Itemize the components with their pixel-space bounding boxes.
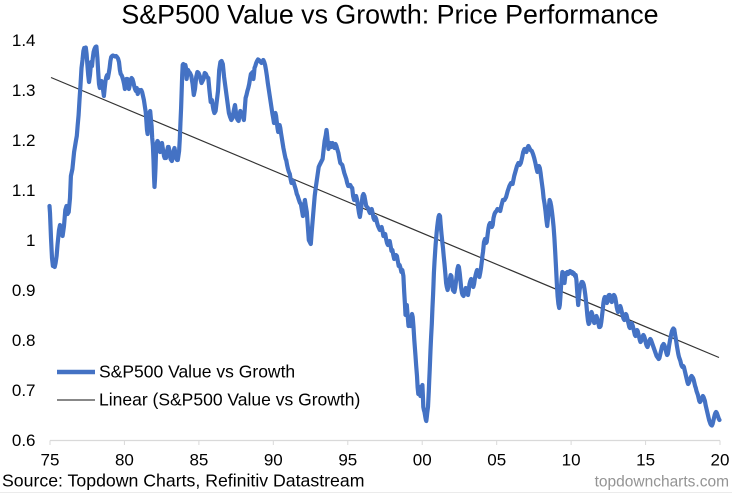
svg-text:S&P500 Value vs Growth: S&P500 Value vs Growth bbox=[99, 362, 295, 382]
svg-text:1.4: 1.4 bbox=[12, 31, 36, 50]
svg-text:1.1: 1.1 bbox=[12, 181, 36, 200]
svg-text:1.3: 1.3 bbox=[12, 81, 36, 100]
svg-text:95: 95 bbox=[338, 451, 357, 470]
svg-text:topdowncharts.com: topdowncharts.com bbox=[595, 474, 729, 491]
svg-text:1.2: 1.2 bbox=[12, 131, 36, 150]
svg-text:S&P500 Value vs Growth: Price: S&P500 Value vs Growth: Price Performanc… bbox=[121, 0, 658, 30]
svg-text:00: 00 bbox=[413, 451, 432, 470]
svg-text:90: 90 bbox=[264, 451, 283, 470]
svg-text:85: 85 bbox=[189, 451, 208, 470]
svg-text:0.9: 0.9 bbox=[12, 281, 36, 300]
svg-text:05: 05 bbox=[487, 451, 506, 470]
svg-text:20: 20 bbox=[711, 451, 730, 470]
svg-text:0.7: 0.7 bbox=[12, 381, 36, 400]
svg-text:10: 10 bbox=[562, 451, 581, 470]
svg-text:Linear (S&P500 Value vs Growth: Linear (S&P500 Value vs Growth) bbox=[99, 390, 360, 410]
svg-text:75: 75 bbox=[41, 451, 60, 470]
svg-text:0.8: 0.8 bbox=[12, 331, 36, 350]
svg-text:15: 15 bbox=[636, 451, 655, 470]
svg-text:Source: Topdown Charts, Refini: Source: Topdown Charts, Refinitiv Datast… bbox=[2, 471, 364, 491]
svg-text:0.6: 0.6 bbox=[12, 431, 36, 450]
svg-text:80: 80 bbox=[115, 451, 134, 470]
svg-text:1: 1 bbox=[26, 231, 35, 250]
